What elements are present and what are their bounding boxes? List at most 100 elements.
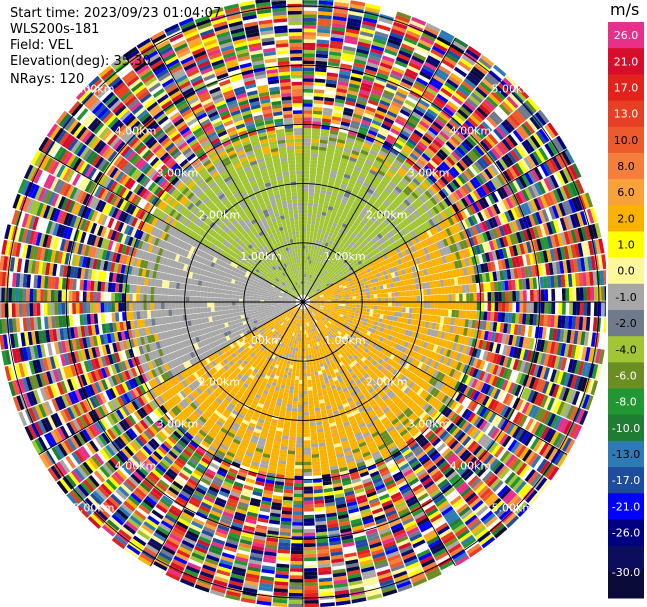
ppi-gate: [376, 24, 391, 32]
ppi-gate: [355, 307, 360, 311]
ppi-gate: [293, 504, 303, 509]
ppi-gate: [369, 240, 375, 246]
ppi-gate: [358, 37, 372, 45]
ppi-gate: [320, 218, 325, 223]
ppi-gate: [306, 337, 310, 341]
ppi-gate: [347, 90, 359, 96]
ppi-gate: [593, 302, 598, 317]
ppi-gate: [327, 268, 332, 273]
ppi-gate: [357, 191, 365, 198]
ppi-gate: [469, 293, 474, 302]
ppi-gate: [314, 276, 318, 281]
ppi-gate: [318, 263, 323, 268]
ppi-gate: [482, 154, 493, 166]
ppi-gate: [376, 233, 383, 240]
ppi-gate: [306, 234, 310, 239]
ppi-gate: [469, 310, 474, 320]
ppi-gate: [332, 159, 341, 165]
ppi-gate: [377, 153, 386, 161]
ppi-gate: [334, 256, 339, 261]
ppi-gate: [331, 192, 338, 198]
ppi-gate: [303, 486, 313, 491]
ppi-gate: [427, 302, 431, 309]
ppi-gate: [474, 109, 486, 121]
ppi-gate: [352, 113, 363, 120]
ppi-gate: [312, 288, 316, 292]
ppi-gate: [303, 252, 306, 256]
ppi-gate: [350, 256, 356, 262]
ppi-gate: [313, 492, 324, 497]
ppi-gate: [349, 79, 361, 86]
ppi-gate: [303, 390, 308, 395]
ppi-gate: [407, 65, 420, 74]
ppi-gate: [309, 167, 317, 172]
ppi-gate: [454, 285, 459, 294]
ppi-gate: [434, 302, 438, 309]
ppi-gate: [366, 305, 371, 309]
ppi-gate: [516, 107, 529, 120]
ppi-gate: [466, 302, 470, 310]
ppi-gate: [405, 302, 410, 308]
ppi-gate: [392, 175, 401, 183]
ppi-gate: [366, 132, 376, 140]
ppi-gate: [359, 152, 368, 159]
ppi-gate: [375, 226, 382, 233]
ppi-gate: [313, 396, 319, 401]
ppi-gate: [397, 286, 402, 292]
ppi-gate: [438, 33, 453, 43]
ppi-gate: [405, 185, 413, 194]
ppi-gate: [310, 163, 317, 168]
ppi-gate: [389, 104, 401, 112]
ppi-gate: [327, 205, 334, 211]
ppi-gate: [395, 233, 401, 240]
ppi-gate: [315, 410, 321, 415]
ppi-gate: [346, 268, 351, 273]
ppi-gate: [434, 294, 438, 302]
ppi-gate: [303, 422, 310, 427]
ppi-gate: [343, 147, 352, 154]
ppi-gate: [420, 302, 424, 308]
ppi-gate: [483, 311, 488, 321]
ppi-gate: [534, 112, 547, 126]
ppi-gate: [493, 88, 506, 101]
ppi-gate: [472, 310, 477, 320]
ppi-gate: [448, 294, 453, 302]
ppi-gate: [441, 188, 450, 197]
ppi-gate: [311, 217, 316, 222]
ppi-gate: [313, 400, 320, 405]
ppi-gate: [353, 249, 359, 255]
ppi-gate: [314, 89, 325, 94]
ppi-gate: [321, 283, 325, 287]
ppi-gate: [304, 263, 307, 267]
ppi-gate: [304, 288, 306, 292]
ppi-gate: [358, 230, 365, 236]
ppi-gate: [308, 245, 312, 250]
ppi-gate: [401, 201, 409, 209]
ppi-gate: [392, 162, 401, 170]
ppi-gate: [303, 3, 318, 8]
ppi-gate: [314, 290, 318, 294]
ppi-gate: [419, 195, 427, 204]
ppi-gate: [308, 274, 311, 278]
ppi-gate: [380, 96, 392, 104]
ppi-gate: [363, 245, 369, 251]
ppi-gate: [294, 482, 303, 487]
ppi-gate: [308, 278, 311, 282]
ppi-gate: [307, 344, 311, 348]
ppi-gate: [471, 111, 484, 123]
ppi-gate: [292, 511, 303, 516]
ppi-gate: [308, 195, 314, 200]
ppi-gate: [362, 181, 370, 188]
ppi-gate: [303, 184, 309, 189]
ppi-gate: [355, 290, 360, 294]
ppi-gate: [459, 83, 472, 95]
ppi-gate: [447, 309, 452, 317]
ppi-gate: [357, 156, 366, 163]
ppi-gate: [344, 38, 358, 45]
ppi-gate: [304, 550, 317, 555]
ppi-gate: [351, 224, 357, 230]
ppi-gate: [310, 252, 314, 257]
ppi-gate: [353, 109, 364, 116]
ppi-gate: [565, 288, 570, 301]
ppi-gate: [373, 305, 378, 310]
